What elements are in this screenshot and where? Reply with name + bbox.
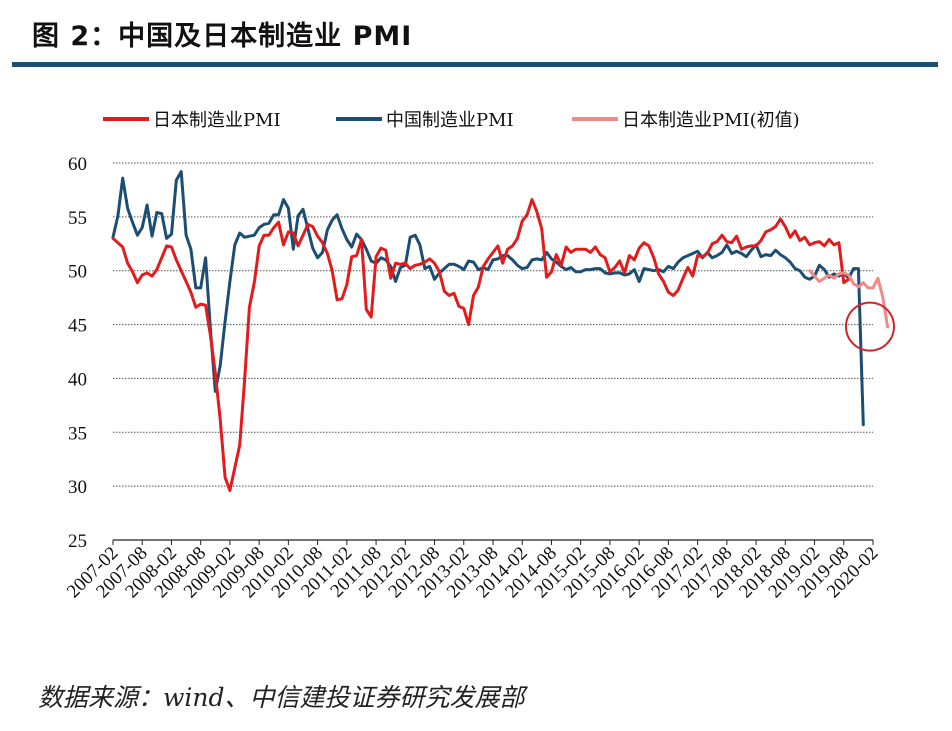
y-tick-label-60: 60 [68,154,87,175]
series-line-japan_prelim [808,269,890,329]
y-tick-label-30: 30 [68,477,87,498]
series-line-china [111,170,865,427]
legend-label-china: 中国制造业PMI [386,110,514,131]
title-rule [12,62,938,67]
legend-label-japan: 日本制造业PMI [153,110,281,131]
y-tick-label-55: 55 [68,208,87,229]
source-note: 数据来源：wind、中信建投证券研究发展部 [38,683,525,712]
highlight-circle [845,301,895,352]
figure-title: 图 2：中国及日本制造业 PMI [32,21,413,52]
x-tick-labels: 2007-022007-082008-022008-082009-022009-… [63,540,883,602]
y-tick-label-25: 25 [68,531,87,552]
legend: 日本制造业PMI 中国制造业PMI 日本制造业PMI(初值) [103,110,800,131]
legend-label-japan_prelim: 日本制造业PMI(初值) [622,110,800,131]
y-tick-label-40: 40 [68,369,87,390]
series-line-japan [111,198,851,492]
y-tick-label-35: 35 [68,423,87,444]
y-tick-label-45: 45 [68,316,87,337]
y-tick-labels: 25 30 35 40 45 50 55 60 [68,154,87,552]
y-tick-label-50: 50 [68,262,87,283]
y-gridlines [113,162,873,487]
